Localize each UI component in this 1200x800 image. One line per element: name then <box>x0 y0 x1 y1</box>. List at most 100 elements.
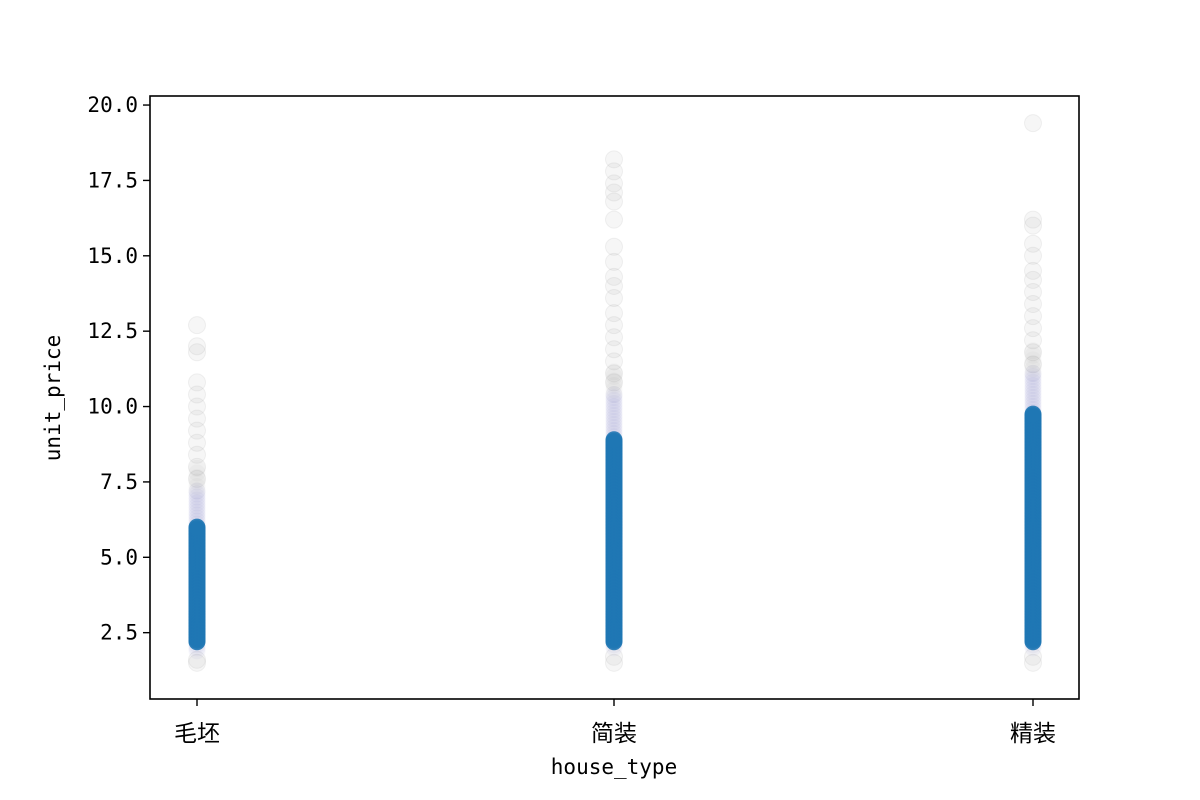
fade-point <box>605 381 623 399</box>
outlier-point <box>1024 216 1042 235</box>
transition-point <box>605 404 623 422</box>
fade-point <box>1024 346 1042 364</box>
transition-point <box>605 401 623 419</box>
outlier-point <box>605 364 623 383</box>
fade-point <box>1024 364 1042 382</box>
transition-point <box>188 488 206 506</box>
y-tick-label: 2.5 <box>100 621 138 645</box>
outlier-point <box>188 337 206 356</box>
outlier-point <box>1024 319 1042 338</box>
y-axis: 2.5 5.0 7.5 10.0 12.5 15.0 17.5 20.0 <box>87 93 150 645</box>
outlier-point <box>188 421 206 440</box>
outlier-point <box>1024 114 1042 133</box>
outlier-point <box>1024 355 1042 374</box>
outlier-point <box>188 433 206 452</box>
y-tick-label: 17.5 <box>87 168 138 192</box>
outlier-point <box>1024 653 1042 672</box>
outlier-point <box>188 343 206 362</box>
outlier-point <box>605 192 623 211</box>
outlier-point <box>605 352 623 371</box>
transition-point <box>188 506 206 524</box>
transition-point <box>1024 376 1042 394</box>
fade-point <box>605 363 623 381</box>
transition-point <box>1024 385 1042 403</box>
transition-point <box>188 485 206 503</box>
data-point <box>1024 405 1042 423</box>
outlier-point <box>605 210 623 229</box>
outlier-point <box>605 183 623 202</box>
outlier-point <box>1024 270 1042 289</box>
transition-point <box>605 392 623 410</box>
transition-point <box>1024 367 1042 385</box>
outlier-point <box>605 162 623 181</box>
points-layer <box>188 114 1042 672</box>
x-tick-label: 简装 <box>591 721 637 747</box>
fade-point <box>1024 360 1042 378</box>
outlier-point <box>1024 282 1042 301</box>
outlier-point <box>1024 246 1042 265</box>
transition-point <box>605 416 623 434</box>
outlier-point <box>1024 307 1042 326</box>
outlier-point <box>605 252 623 271</box>
outlier-point <box>605 653 623 672</box>
y-tick-label: 15.0 <box>87 244 138 268</box>
outlier-point <box>1024 261 1042 280</box>
y-tick-label: 10.0 <box>87 395 138 419</box>
transition-point <box>188 497 206 515</box>
transition-point <box>605 407 623 425</box>
transition-point <box>188 482 206 500</box>
fade-point <box>1024 342 1042 360</box>
outlier-point <box>188 469 206 488</box>
transition-point <box>605 385 623 403</box>
transition-point <box>1024 382 1042 400</box>
outlier-point <box>188 409 206 428</box>
transition-point <box>1024 373 1042 391</box>
outlier-point <box>605 373 623 392</box>
outlier-point <box>605 237 623 256</box>
outlier-point <box>605 267 623 286</box>
transition-point <box>605 413 623 431</box>
outlier-point <box>605 276 623 295</box>
outlier-point <box>1024 234 1042 253</box>
series-2 <box>605 150 623 672</box>
transition-point <box>1024 364 1042 382</box>
series-3 <box>1024 114 1042 672</box>
outlier-point <box>188 373 206 392</box>
outlier-point <box>188 445 206 464</box>
fade-point <box>188 459 206 477</box>
transition-point <box>1024 370 1042 388</box>
fade-point <box>188 477 206 495</box>
outlier-point <box>1024 295 1042 314</box>
transition-point <box>605 398 623 416</box>
x-axis-label: house_type <box>551 755 677 779</box>
transition-point <box>1024 389 1042 406</box>
outlier-point <box>605 150 623 169</box>
fade-point <box>605 385 623 403</box>
fade-point <box>188 464 206 482</box>
outlier-point <box>188 316 206 335</box>
outlier-point <box>605 174 623 193</box>
outlier-point <box>188 650 206 669</box>
transition-point <box>188 503 206 521</box>
series-1 <box>188 316 206 672</box>
outlier-point <box>188 397 206 416</box>
fade-point <box>1024 355 1042 373</box>
fade-point <box>605 372 623 390</box>
x-axis: 毛坯 简装 精装 <box>174 699 1056 747</box>
transition-point <box>1024 379 1042 397</box>
transition-point <box>605 389 623 406</box>
outlier-point <box>1024 210 1042 229</box>
outlier-point <box>605 328 623 347</box>
fade-point <box>188 473 206 491</box>
data-point <box>188 518 206 536</box>
transition-point <box>188 494 206 512</box>
y-axis-label: unit_price <box>41 335 65 461</box>
outlier-point <box>1024 343 1042 362</box>
transition-point <box>605 410 623 428</box>
fade-point <box>605 376 623 394</box>
outlier-point <box>1024 331 1042 350</box>
transition-point <box>188 500 206 518</box>
outlier-point <box>605 316 623 335</box>
x-tick-label: 毛坯 <box>174 721 220 747</box>
